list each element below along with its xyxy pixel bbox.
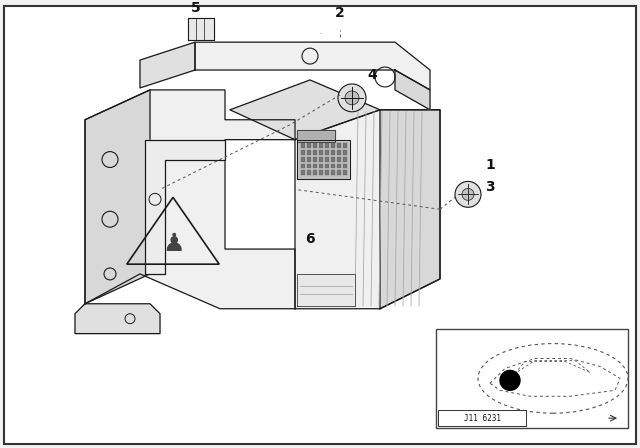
Text: 5: 5 [191, 1, 201, 15]
Bar [301, 164, 305, 168]
Bar [343, 171, 347, 176]
Bar [343, 164, 347, 168]
Bar [331, 171, 335, 176]
Text: 2: 2 [335, 6, 345, 20]
Bar [313, 156, 317, 162]
Bar [331, 142, 335, 147]
Bar [337, 171, 341, 176]
Polygon shape [85, 90, 150, 304]
Polygon shape [297, 274, 355, 306]
Polygon shape [195, 42, 430, 90]
Bar [343, 156, 347, 162]
Polygon shape [75, 304, 160, 334]
Circle shape [500, 370, 520, 390]
Bar [337, 164, 341, 168]
Bar [325, 150, 329, 155]
Bar [313, 164, 317, 168]
Polygon shape [295, 110, 440, 309]
Bar [313, 142, 317, 147]
Text: 6: 6 [305, 232, 315, 246]
Bar [337, 150, 341, 155]
Bar [313, 150, 317, 155]
Bar [319, 142, 323, 147]
Bar [307, 156, 311, 162]
Bar [436, 329, 628, 428]
Bar [307, 150, 311, 155]
Bar [301, 171, 305, 176]
Polygon shape [395, 70, 430, 110]
Polygon shape [188, 18, 214, 40]
Bar [325, 142, 329, 147]
Bar [307, 164, 311, 168]
Text: 4: 4 [367, 68, 377, 82]
Bar [313, 171, 317, 176]
Bar [325, 171, 329, 176]
Circle shape [338, 84, 366, 112]
Bar [343, 142, 347, 147]
Polygon shape [230, 80, 380, 140]
Bar [438, 410, 526, 426]
Circle shape [462, 189, 474, 200]
Text: ·: · [319, 31, 321, 36]
Bar [301, 156, 305, 162]
Bar [307, 171, 311, 176]
Bar [331, 156, 335, 162]
Polygon shape [297, 140, 350, 180]
Bar [331, 150, 335, 155]
Bar [301, 142, 305, 147]
Bar [319, 150, 323, 155]
Bar [325, 156, 329, 162]
Bar [337, 142, 341, 147]
Bar [331, 164, 335, 168]
Circle shape [455, 181, 481, 207]
Bar [343, 150, 347, 155]
Text: J11 6231: J11 6231 [463, 414, 500, 422]
Bar [307, 142, 311, 147]
Polygon shape [140, 42, 195, 88]
Bar [319, 164, 323, 168]
Circle shape [345, 91, 359, 105]
Polygon shape [145, 140, 225, 274]
Text: 1: 1 [485, 158, 495, 172]
Polygon shape [297, 130, 335, 142]
Polygon shape [85, 90, 295, 309]
Bar [301, 150, 305, 155]
Bar [325, 164, 329, 168]
Text: ♟: ♟ [162, 232, 184, 256]
Text: 3: 3 [485, 181, 495, 194]
Polygon shape [380, 110, 440, 309]
Bar [337, 156, 341, 162]
Bar [319, 171, 323, 176]
Bar [319, 156, 323, 162]
